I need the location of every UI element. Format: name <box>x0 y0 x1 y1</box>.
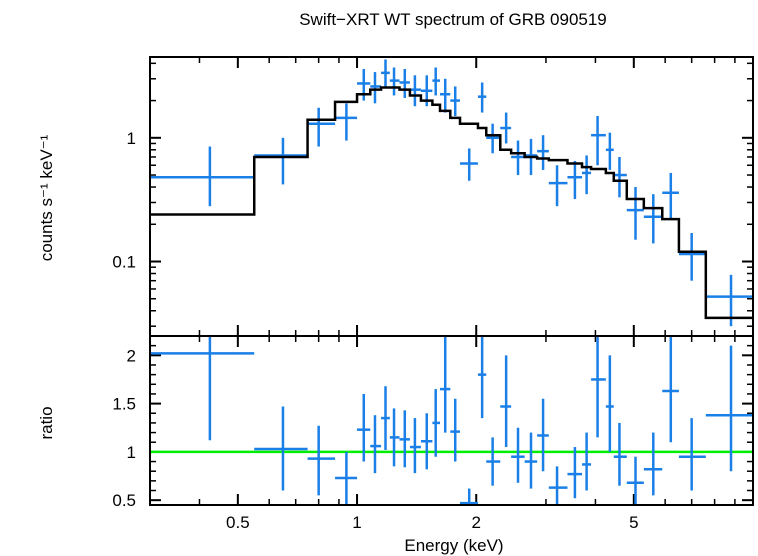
ratio-panel-frame <box>149 335 754 506</box>
spectrum-panel <box>150 59 753 327</box>
x-tick-label: 5 <box>629 513 638 532</box>
chart-title: Swift−XRT WT spectrum of GRB 090519 <box>299 10 607 29</box>
ratio-panel <box>150 336 753 505</box>
x-tick-label: 2 <box>472 513 481 532</box>
model-step-line <box>150 86 753 320</box>
spectrum-panel-frame <box>149 56 754 337</box>
ratio-y-axis-label: ratio <box>37 406 56 439</box>
x-tick-label: 1 <box>352 513 361 532</box>
x-tick-label: 0.5 <box>226 513 250 532</box>
axes-layer: 0.5 1 2 5 1 0.1 0.5 1 1.5 2 <box>112 57 754 532</box>
spectrum-y-tick-label: 1 <box>127 129 136 148</box>
spectrum-y-tick-label: 0.1 <box>112 253 136 272</box>
ratio-y-tick-label: 2 <box>127 346 136 365</box>
x-axis-label: Energy (keV) <box>404 536 503 555</box>
ratio-y-tick-label: 0.5 <box>112 491 136 510</box>
spectrum-y-axis-label: counts s⁻¹ keV⁻¹ <box>37 134 56 261</box>
ratio-y-tick-label: 1.5 <box>112 395 136 414</box>
ratio-y-tick-label: 1 <box>127 443 136 462</box>
